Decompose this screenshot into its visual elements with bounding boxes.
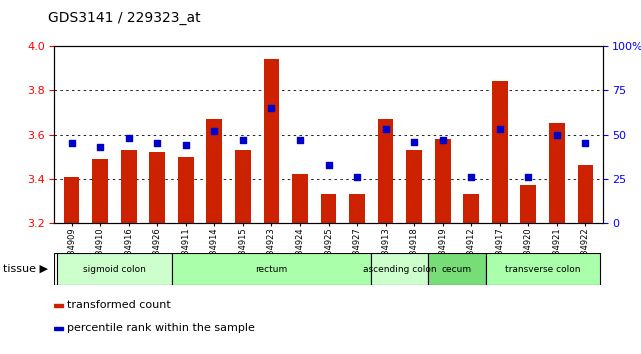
Bar xyxy=(406,150,422,223)
Point xyxy=(523,174,533,180)
Bar xyxy=(178,156,194,223)
Bar xyxy=(520,185,536,223)
Text: cecum: cecum xyxy=(442,264,472,274)
Bar xyxy=(63,177,79,223)
Point xyxy=(266,105,276,111)
Text: transformed count: transformed count xyxy=(67,300,171,310)
Bar xyxy=(172,253,371,285)
Bar xyxy=(428,253,485,285)
Point xyxy=(209,128,219,134)
Text: percentile rank within the sample: percentile rank within the sample xyxy=(67,323,255,333)
Bar xyxy=(263,59,279,223)
Text: tissue ▶: tissue ▶ xyxy=(3,264,48,274)
Point xyxy=(238,137,248,143)
Bar xyxy=(349,194,365,223)
Point xyxy=(323,162,333,167)
Text: rectum: rectum xyxy=(255,264,288,274)
Bar xyxy=(371,253,428,285)
Point xyxy=(409,139,419,144)
Bar xyxy=(292,174,308,223)
Text: ascending colon: ascending colon xyxy=(363,264,437,274)
Point xyxy=(466,174,476,180)
Bar xyxy=(549,124,565,223)
Point xyxy=(352,174,362,180)
Text: GDS3141 / 229323_at: GDS3141 / 229323_at xyxy=(48,11,201,25)
Point xyxy=(580,141,590,146)
Bar xyxy=(235,150,251,223)
Point xyxy=(181,142,191,148)
Bar xyxy=(378,119,394,223)
Bar xyxy=(578,165,594,223)
Bar xyxy=(320,194,337,223)
Point xyxy=(438,137,448,143)
Bar xyxy=(57,253,172,285)
Text: sigmoid colon: sigmoid colon xyxy=(83,264,146,274)
Bar xyxy=(54,304,63,307)
Bar xyxy=(121,150,137,223)
Point xyxy=(95,144,105,150)
Point xyxy=(152,141,162,146)
Point xyxy=(381,126,391,132)
Bar xyxy=(206,119,222,223)
Point xyxy=(124,135,134,141)
Point xyxy=(552,132,562,137)
Bar xyxy=(92,159,108,223)
Bar xyxy=(463,194,479,223)
Point xyxy=(67,141,77,146)
Bar xyxy=(149,152,165,223)
Bar xyxy=(435,139,451,223)
Text: transverse colon: transverse colon xyxy=(505,264,580,274)
Bar xyxy=(485,253,600,285)
Point xyxy=(295,137,305,143)
Bar xyxy=(492,81,508,223)
Bar xyxy=(54,327,63,330)
Point xyxy=(495,126,505,132)
